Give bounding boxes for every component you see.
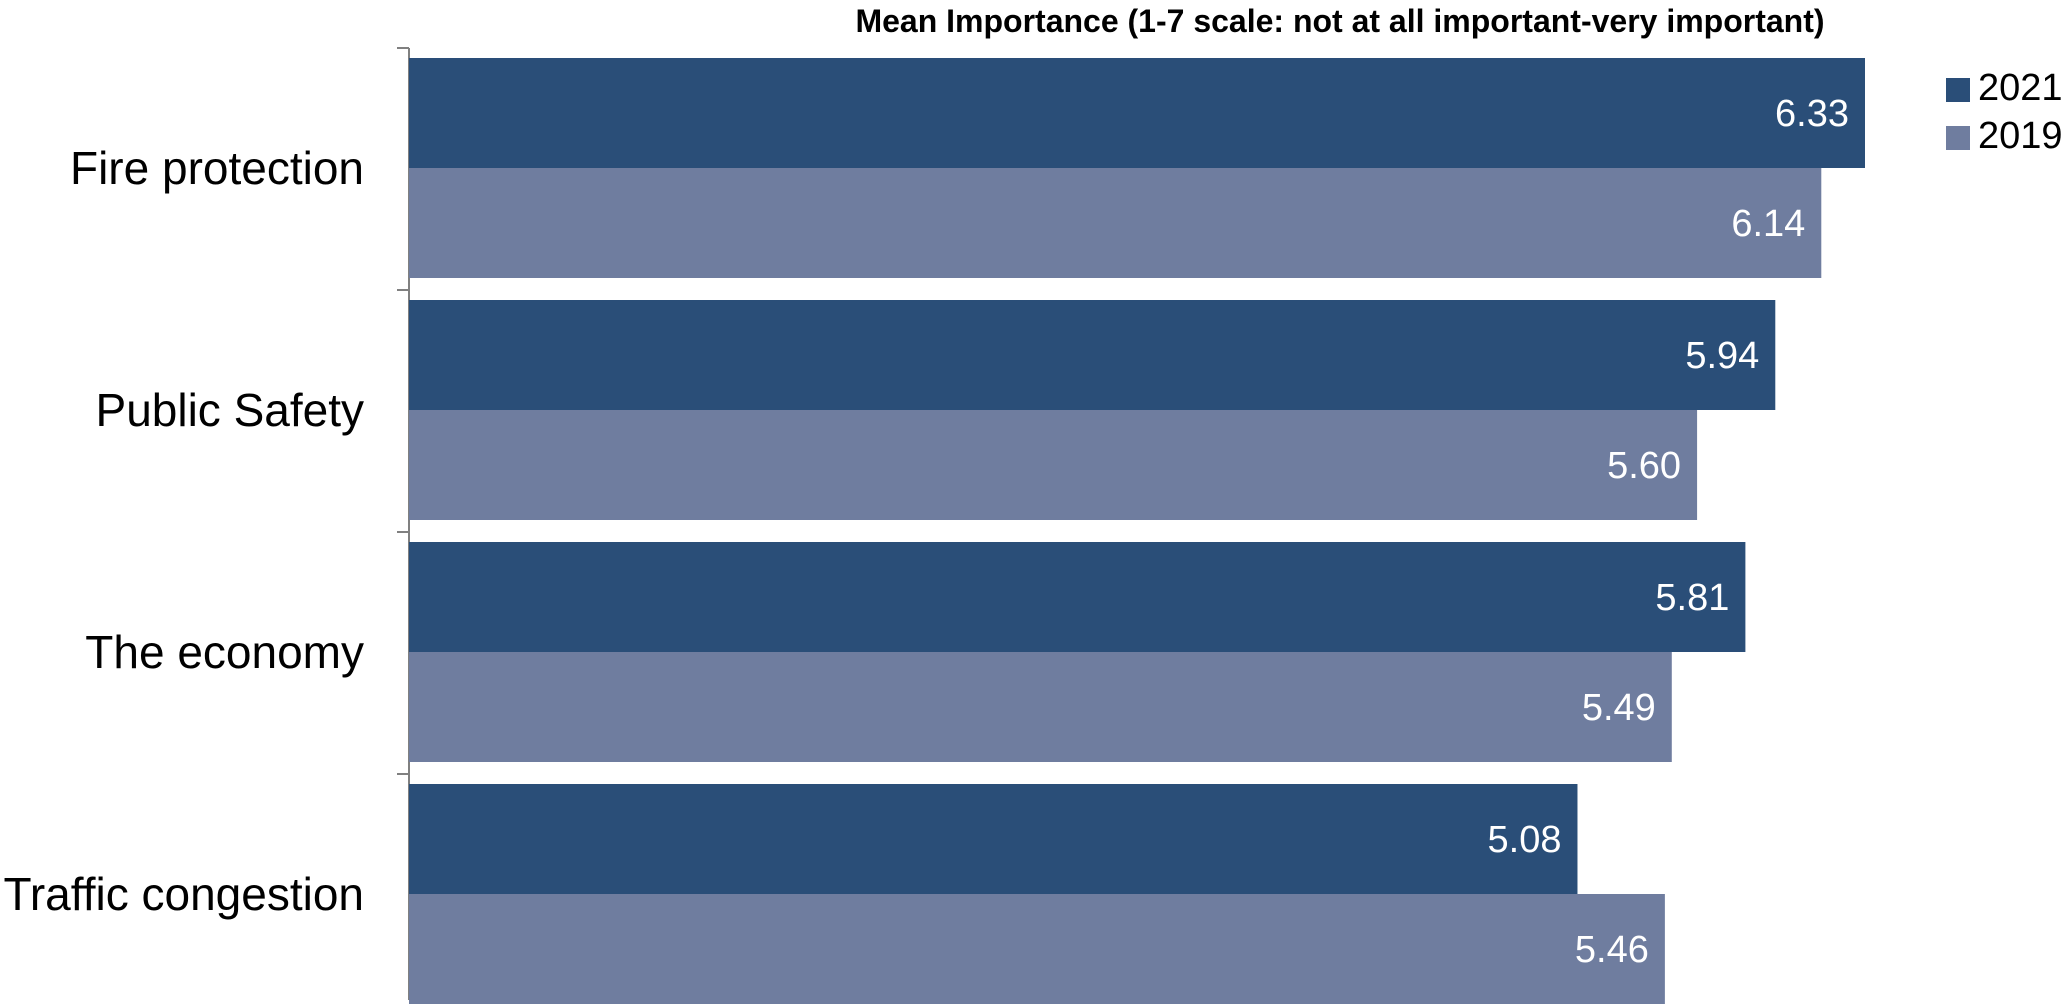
bar-2021-public-safety <box>409 300 1776 410</box>
legend: 2021 2019 <box>1946 67 2063 157</box>
category-axis <box>397 47 410 1000</box>
data-label-2021-public-safety: 5.94 <box>1685 335 1759 377</box>
data-label-2019-traffic-congestion: 5.46 <box>1575 929 1649 971</box>
legend-swatch-2019 <box>1946 126 1970 150</box>
data-label-2019-fire-protection: 6.14 <box>1731 203 1805 245</box>
data-label-2021-the-economy: 5.81 <box>1655 577 1729 619</box>
legend-swatch-2021 <box>1946 78 1970 102</box>
category-labels: Fire protection Public Safety The economy T… <box>3 142 364 920</box>
chart-title: Mean Importance (1-7 scale: not at all i… <box>855 3 1824 39</box>
data-label-2021-traffic-congestion: 5.08 <box>1488 819 1562 861</box>
data-label-2019-the-economy: 5.49 <box>1582 687 1656 729</box>
bar-2021-fire-protection <box>409 58 1865 168</box>
bar-2019-public-safety <box>409 410 1698 520</box>
data-label-2019-public-safety: 5.60 <box>1607 445 1681 487</box>
category-label-public-safety: Public Safety <box>96 384 364 436</box>
category-label-fire-protection: Fire protection <box>70 142 364 194</box>
legend-label-2019: 2019 <box>1978 115 2063 157</box>
bar-2021-the-economy <box>409 542 1746 652</box>
legend-label-2021: 2021 <box>1978 67 2063 109</box>
bars: 6.33 6.14 5.94 5.60 5.81 5.49 5.08 5.46 <box>409 58 1865 1004</box>
bar-2019-traffic-congestion <box>409 894 1665 1004</box>
bar-2019-fire-protection <box>409 168 1822 278</box>
bar-2019-the-economy <box>409 652 1672 762</box>
bar-2021-traffic-congestion <box>409 784 1578 894</box>
category-label-the-economy: The economy <box>85 626 364 678</box>
category-label-traffic-congestion: Traffic congestion <box>3 868 364 920</box>
data-label-2021-fire-protection: 6.33 <box>1775 93 1849 135</box>
